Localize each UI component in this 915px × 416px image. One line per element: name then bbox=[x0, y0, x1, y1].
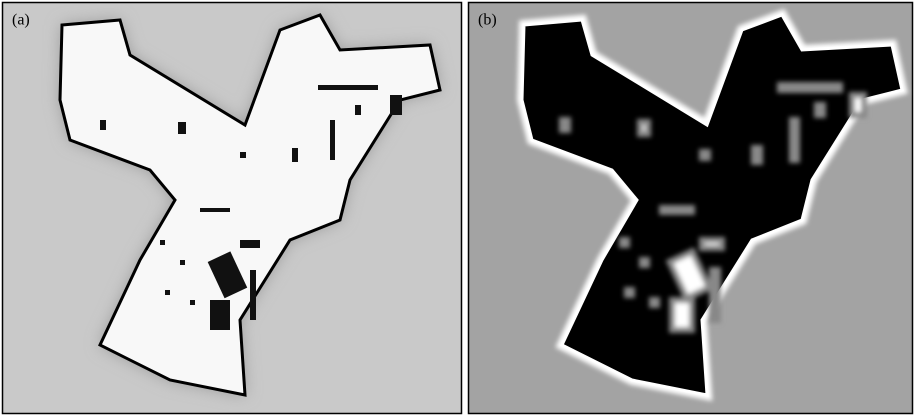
panel-a: (a) bbox=[1, 1, 463, 415]
panel-b: (b) bbox=[467, 1, 914, 415]
panel-label: (a) bbox=[12, 11, 30, 28]
panel-label: (b) bbox=[478, 11, 497, 28]
